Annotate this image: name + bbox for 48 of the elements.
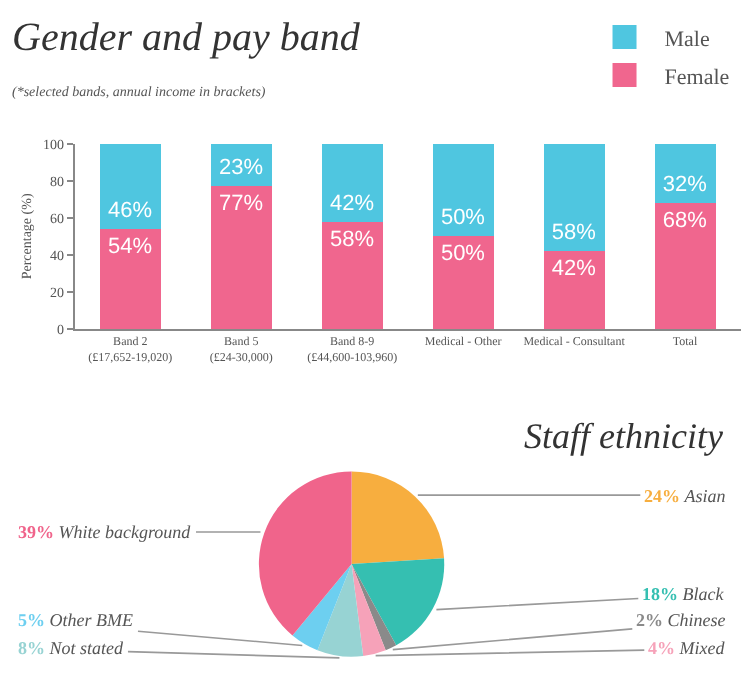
data-label: 42%: [329, 191, 375, 216]
data-label: 50%: [440, 242, 486, 267]
data-label: 8%: [18, 638, 45, 658]
data-label: 54%: [108, 234, 153, 259]
pie-slice: [258, 471, 352, 636]
data-label: 39%: [18, 522, 54, 542]
data-label: 4%: [648, 638, 675, 658]
data-label: 23%: [218, 156, 264, 181]
data-label: 2%: [636, 610, 663, 630]
bar: [321, 221, 383, 330]
data-label: 58%: [551, 221, 597, 246]
slice-label: White background: [58, 522, 192, 542]
bar: [99, 143, 161, 229]
data-label: 58%: [329, 227, 375, 252]
slice-label: Black: [682, 584, 726, 604]
pie-slice: [351, 471, 445, 565]
data-label: 77%: [218, 192, 264, 217]
bar: [321, 143, 383, 222]
bar: [543, 251, 605, 330]
legend-label: Male: [664, 27, 710, 52]
data-label: 24%: [644, 486, 680, 506]
legend-label: Female: [664, 65, 730, 90]
bar: [210, 186, 272, 330]
slice-label: Asian: [682, 486, 727, 506]
pie-slice: [292, 564, 352, 651]
chart-title: Gender and pay band: [12, 16, 362, 60]
pie-slice: [351, 558, 445, 646]
data-label: 42%: [551, 257, 597, 282]
bar: [432, 236, 494, 330]
slice-label: Other BME: [49, 610, 134, 630]
bar: [654, 203, 716, 330]
slice-label: Mixed: [677, 638, 726, 658]
bar: [654, 143, 716, 204]
data-label: 50%: [440, 206, 486, 231]
chart-title: Staff ethnicity: [524, 416, 723, 456]
bar: [99, 228, 161, 330]
data-label: 32%: [662, 173, 708, 198]
pie-slice: [317, 564, 364, 657]
data-label: 5%: [18, 610, 45, 630]
pie-slice: [351, 564, 397, 651]
data-label: 68%: [662, 209, 708, 234]
bar: [543, 143, 605, 252]
data-label: 46%: [108, 198, 153, 223]
slice-label: Chinese: [667, 610, 726, 630]
data-label: 18%: [642, 584, 678, 604]
bar: [432, 143, 494, 237]
pie-slice: [351, 564, 386, 657]
slice-label: Not stated: [47, 638, 124, 658]
